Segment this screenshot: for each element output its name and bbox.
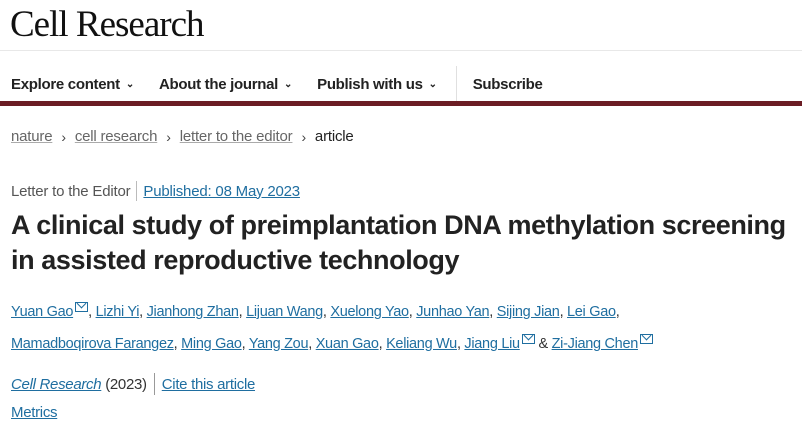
breadcrumb-current: article xyxy=(314,128,354,145)
author-link[interactable]: Lizhi Yi xyxy=(95,304,140,320)
journal-link[interactable]: Cell Research xyxy=(11,375,102,393)
nav-label: Publish with us xyxy=(317,75,423,93)
chevron-down-icon: ⌄ xyxy=(284,78,293,90)
email-icon[interactable] xyxy=(521,334,535,344)
nav-explore-content[interactable]: Explore content ⌄ xyxy=(11,76,134,93)
cite-article-link[interactable]: Cite this article xyxy=(161,375,256,393)
divider xyxy=(136,181,138,201)
author-link[interactable]: Zi-Jiang Chen xyxy=(551,336,639,352)
chevron-down-icon: ⌄ xyxy=(428,78,437,90)
breadcrumb: nature › cell research › letter to the edi… xyxy=(11,128,354,145)
nav-label: Explore content xyxy=(11,75,120,93)
author-link[interactable]: Lijuan Wang xyxy=(246,304,323,320)
chevron-right-icon: › xyxy=(166,128,171,145)
ampersand: & xyxy=(538,336,549,352)
brand-bar xyxy=(0,101,802,106)
chevron-right-icon: › xyxy=(61,128,66,145)
author-link[interactable]: Jiang Liu xyxy=(464,336,520,352)
author-list: Yuan Gao, Lizhi Yi, Jianhong Zhan, Lijua… xyxy=(11,296,801,360)
article-title: A clinical study of preimplantation DNA … xyxy=(11,210,786,275)
nav-label: About the journal xyxy=(158,75,279,93)
divider xyxy=(153,373,155,395)
divider xyxy=(0,50,802,51)
author-link[interactable]: Yuan Gao xyxy=(11,304,74,320)
email-icon[interactable] xyxy=(639,334,653,344)
breadcrumb-nature[interactable]: nature xyxy=(11,128,53,145)
year: (2023) xyxy=(105,375,147,393)
published-date[interactable]: Published: 08 May 2023 xyxy=(143,182,300,200)
email-icon[interactable] xyxy=(75,302,89,312)
author-link[interactable]: Xuelong Yao xyxy=(330,304,409,320)
metrics-link[interactable]: Metrics xyxy=(11,404,58,421)
author-link[interactable]: Junhao Yan xyxy=(416,304,490,320)
author-link[interactable]: Yang Zou xyxy=(248,336,309,352)
nav-publish-with-us[interactable]: Publish with us ⌄ xyxy=(317,76,437,93)
nav-subscribe[interactable]: Subscribe xyxy=(472,75,543,93)
author-link[interactable]: Ming Gao xyxy=(181,336,242,352)
author-link[interactable]: Xuan Gao xyxy=(315,336,379,352)
author-link[interactable]: Jianhong Zhan xyxy=(146,304,239,320)
article-type: Letter to the Editor xyxy=(11,182,131,200)
chevron-down-icon: ⌄ xyxy=(125,78,134,90)
author-link[interactable]: Sijing Jian xyxy=(496,304,560,320)
main-nav: Explore content ⌄ About the journal ⌄ Publ… xyxy=(11,66,568,102)
author-link[interactable]: Mamadboqirova Farangez xyxy=(11,336,174,352)
chevron-right-icon: › xyxy=(301,128,306,145)
article-meta: Letter to the Editor Published: 08 May 2… xyxy=(11,181,300,201)
breadcrumb-letter-to-editor[interactable]: letter to the editor xyxy=(179,128,293,145)
author-link[interactable]: Keliang Wu xyxy=(386,336,457,352)
citation-line: Cell Research (2023) Cite this article xyxy=(11,373,255,395)
author-link[interactable]: Lei Gao xyxy=(567,304,616,320)
nav-about-journal[interactable]: About the journal ⌄ xyxy=(159,76,292,93)
journal-logo[interactable]: Cell Research xyxy=(10,4,204,45)
breadcrumb-cell-research[interactable]: cell research xyxy=(74,128,158,145)
nav-divider xyxy=(455,66,457,102)
